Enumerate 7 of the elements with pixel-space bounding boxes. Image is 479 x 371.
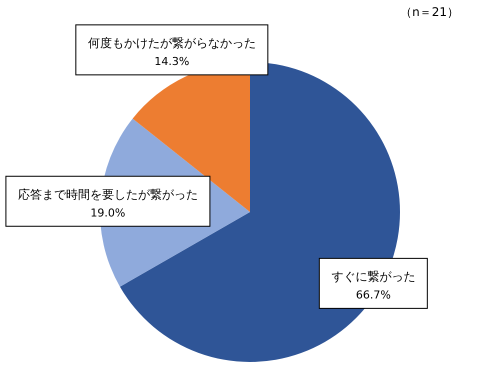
data-label: 14.3%	[154, 54, 190, 68]
data-label: 66.7%	[356, 288, 391, 302]
slice-label: すぐに繋がった	[331, 269, 416, 284]
text: （n＝21）	[400, 5, 459, 19]
data-label: 19.0%	[90, 206, 126, 220]
slice-label: 応答まで時間を要したが繋がった	[18, 187, 198, 202]
slice-label: 何度もかけたが繋がらなかった	[88, 36, 256, 50]
